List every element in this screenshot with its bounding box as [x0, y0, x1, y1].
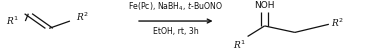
Text: Fe(Pc), NaBH$_4$, $\it{t}$-BuONO: Fe(Pc), NaBH$_4$, $\it{t}$-BuONO	[128, 0, 223, 13]
Text: EtOH, rt, 3h: EtOH, rt, 3h	[153, 27, 199, 36]
Text: R$^2$: R$^2$	[331, 16, 343, 29]
Text: R$^1$: R$^1$	[6, 15, 18, 27]
Text: R$^2$: R$^2$	[76, 11, 88, 23]
Text: NOH: NOH	[254, 1, 275, 10]
Text: R$^1$: R$^1$	[233, 39, 246, 51]
